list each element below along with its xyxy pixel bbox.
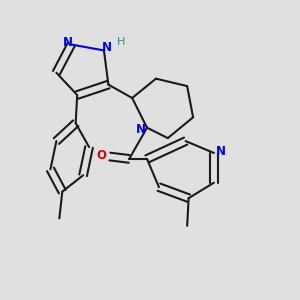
Text: N: N <box>102 41 112 54</box>
Text: N: N <box>136 123 146 136</box>
Text: N: N <box>216 145 226 158</box>
Text: O: O <box>97 149 106 162</box>
Text: H: H <box>117 37 125 47</box>
Text: N: N <box>63 36 73 49</box>
